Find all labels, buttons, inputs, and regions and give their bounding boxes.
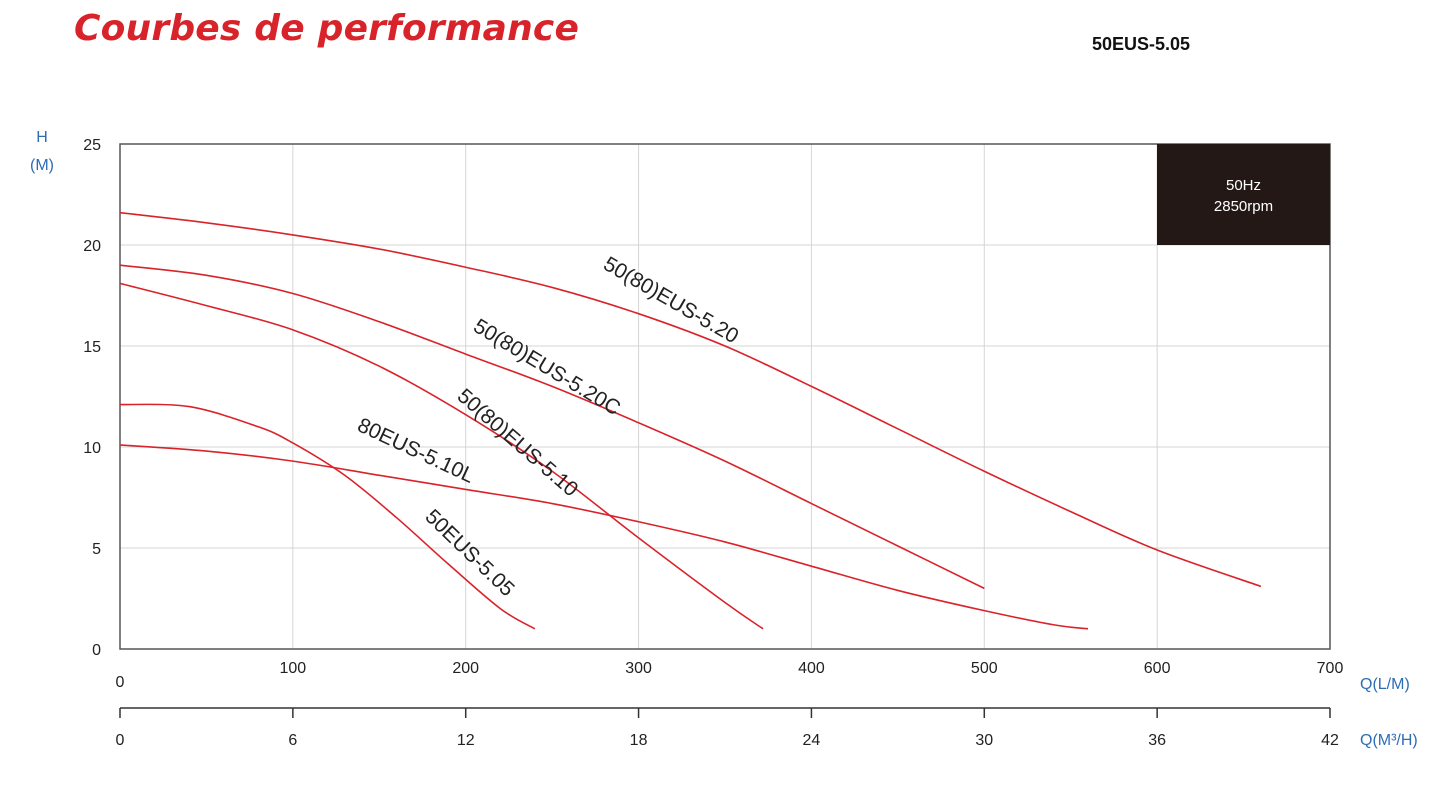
- curve-80eus-5-10l: [119, 444, 1089, 630]
- x2-tick-label: 42: [1321, 732, 1339, 749]
- grid-lines: [120, 144, 1330, 649]
- x2-tick-label: 36: [1148, 732, 1166, 749]
- x2-tick-label: 6: [288, 732, 297, 749]
- x-tick-label: 600: [1144, 660, 1171, 677]
- page-title: Courbes de performance: [74, 8, 580, 49]
- model-name: 50EUS-5.05: [1092, 34, 1191, 54]
- curve-50-80-eus-5-20: [119, 211, 1262, 588]
- curve-label-50-80-eus-5-10: 50(80)EUS-5.10: [453, 384, 583, 501]
- info-box: 50Hz 2850rpm: [1157, 144, 1330, 245]
- info-box-background: [1157, 144, 1330, 245]
- plot-frame: [119, 143, 1331, 650]
- y-axis-label-symbol: H: [36, 129, 48, 146]
- x-tick-label: 500: [971, 660, 998, 677]
- secondary-x-axis: 0 6 12 18 24 30 36 42: [116, 707, 1339, 749]
- x2-tick-label: 12: [457, 732, 475, 749]
- curve-label-50-80-eus-5-20c: 50(80)EUS-5.20C: [469, 315, 624, 421]
- y-tick-label: 20: [83, 238, 101, 255]
- x-tick-labels: 0 100 200 300 400 500 600 700: [116, 660, 1344, 691]
- x-axis-label-lpm: Q(L/M): [1360, 676, 1410, 693]
- frequency-label: 50Hz: [1226, 177, 1261, 194]
- x-axis-label-m3h: Q(M³/H): [1360, 732, 1418, 749]
- x-tick-label: 100: [280, 660, 307, 677]
- curve-label-50-80-eus-5-20: 50(80)EUS-5.20: [600, 252, 743, 348]
- curve-50-80-eus-5-10: [119, 282, 764, 630]
- curves: [119, 211, 1262, 630]
- x-tick-label: 400: [798, 660, 825, 677]
- x-tick-label: 0: [116, 674, 125, 691]
- x2-tick-label: 0: [116, 732, 125, 749]
- x2-tick-label: 30: [975, 732, 993, 749]
- y-tick-label: 15: [83, 339, 101, 356]
- y-tick-label: 10: [83, 440, 101, 457]
- x2-tick-label: 24: [803, 732, 821, 749]
- curve-50-80-eus-5-20c: [119, 264, 985, 590]
- curve-50eus-5-05: [119, 403, 536, 630]
- x2-tick-label: 18: [630, 732, 648, 749]
- x-tick-label: 200: [452, 660, 479, 677]
- rpm-label: 2850rpm: [1214, 198, 1273, 215]
- x-tick-label: 700: [1317, 660, 1344, 677]
- x-tick-label: 300: [625, 660, 652, 677]
- y-tick-label: 0: [92, 642, 101, 659]
- curve-label-80eus-5-10l: 80EUS-5.10L: [354, 414, 478, 488]
- y-tick-label: 5: [92, 541, 101, 558]
- y-tick-labels: 0 5 10 15 20 25: [83, 137, 101, 659]
- y-tick-label: 25: [83, 137, 101, 154]
- curve-labels: 50(80)EUS-5.2050(80)EUS-5.20C50(80)EUS-5…: [354, 252, 743, 601]
- y-axis-label-unit: (M): [30, 157, 54, 174]
